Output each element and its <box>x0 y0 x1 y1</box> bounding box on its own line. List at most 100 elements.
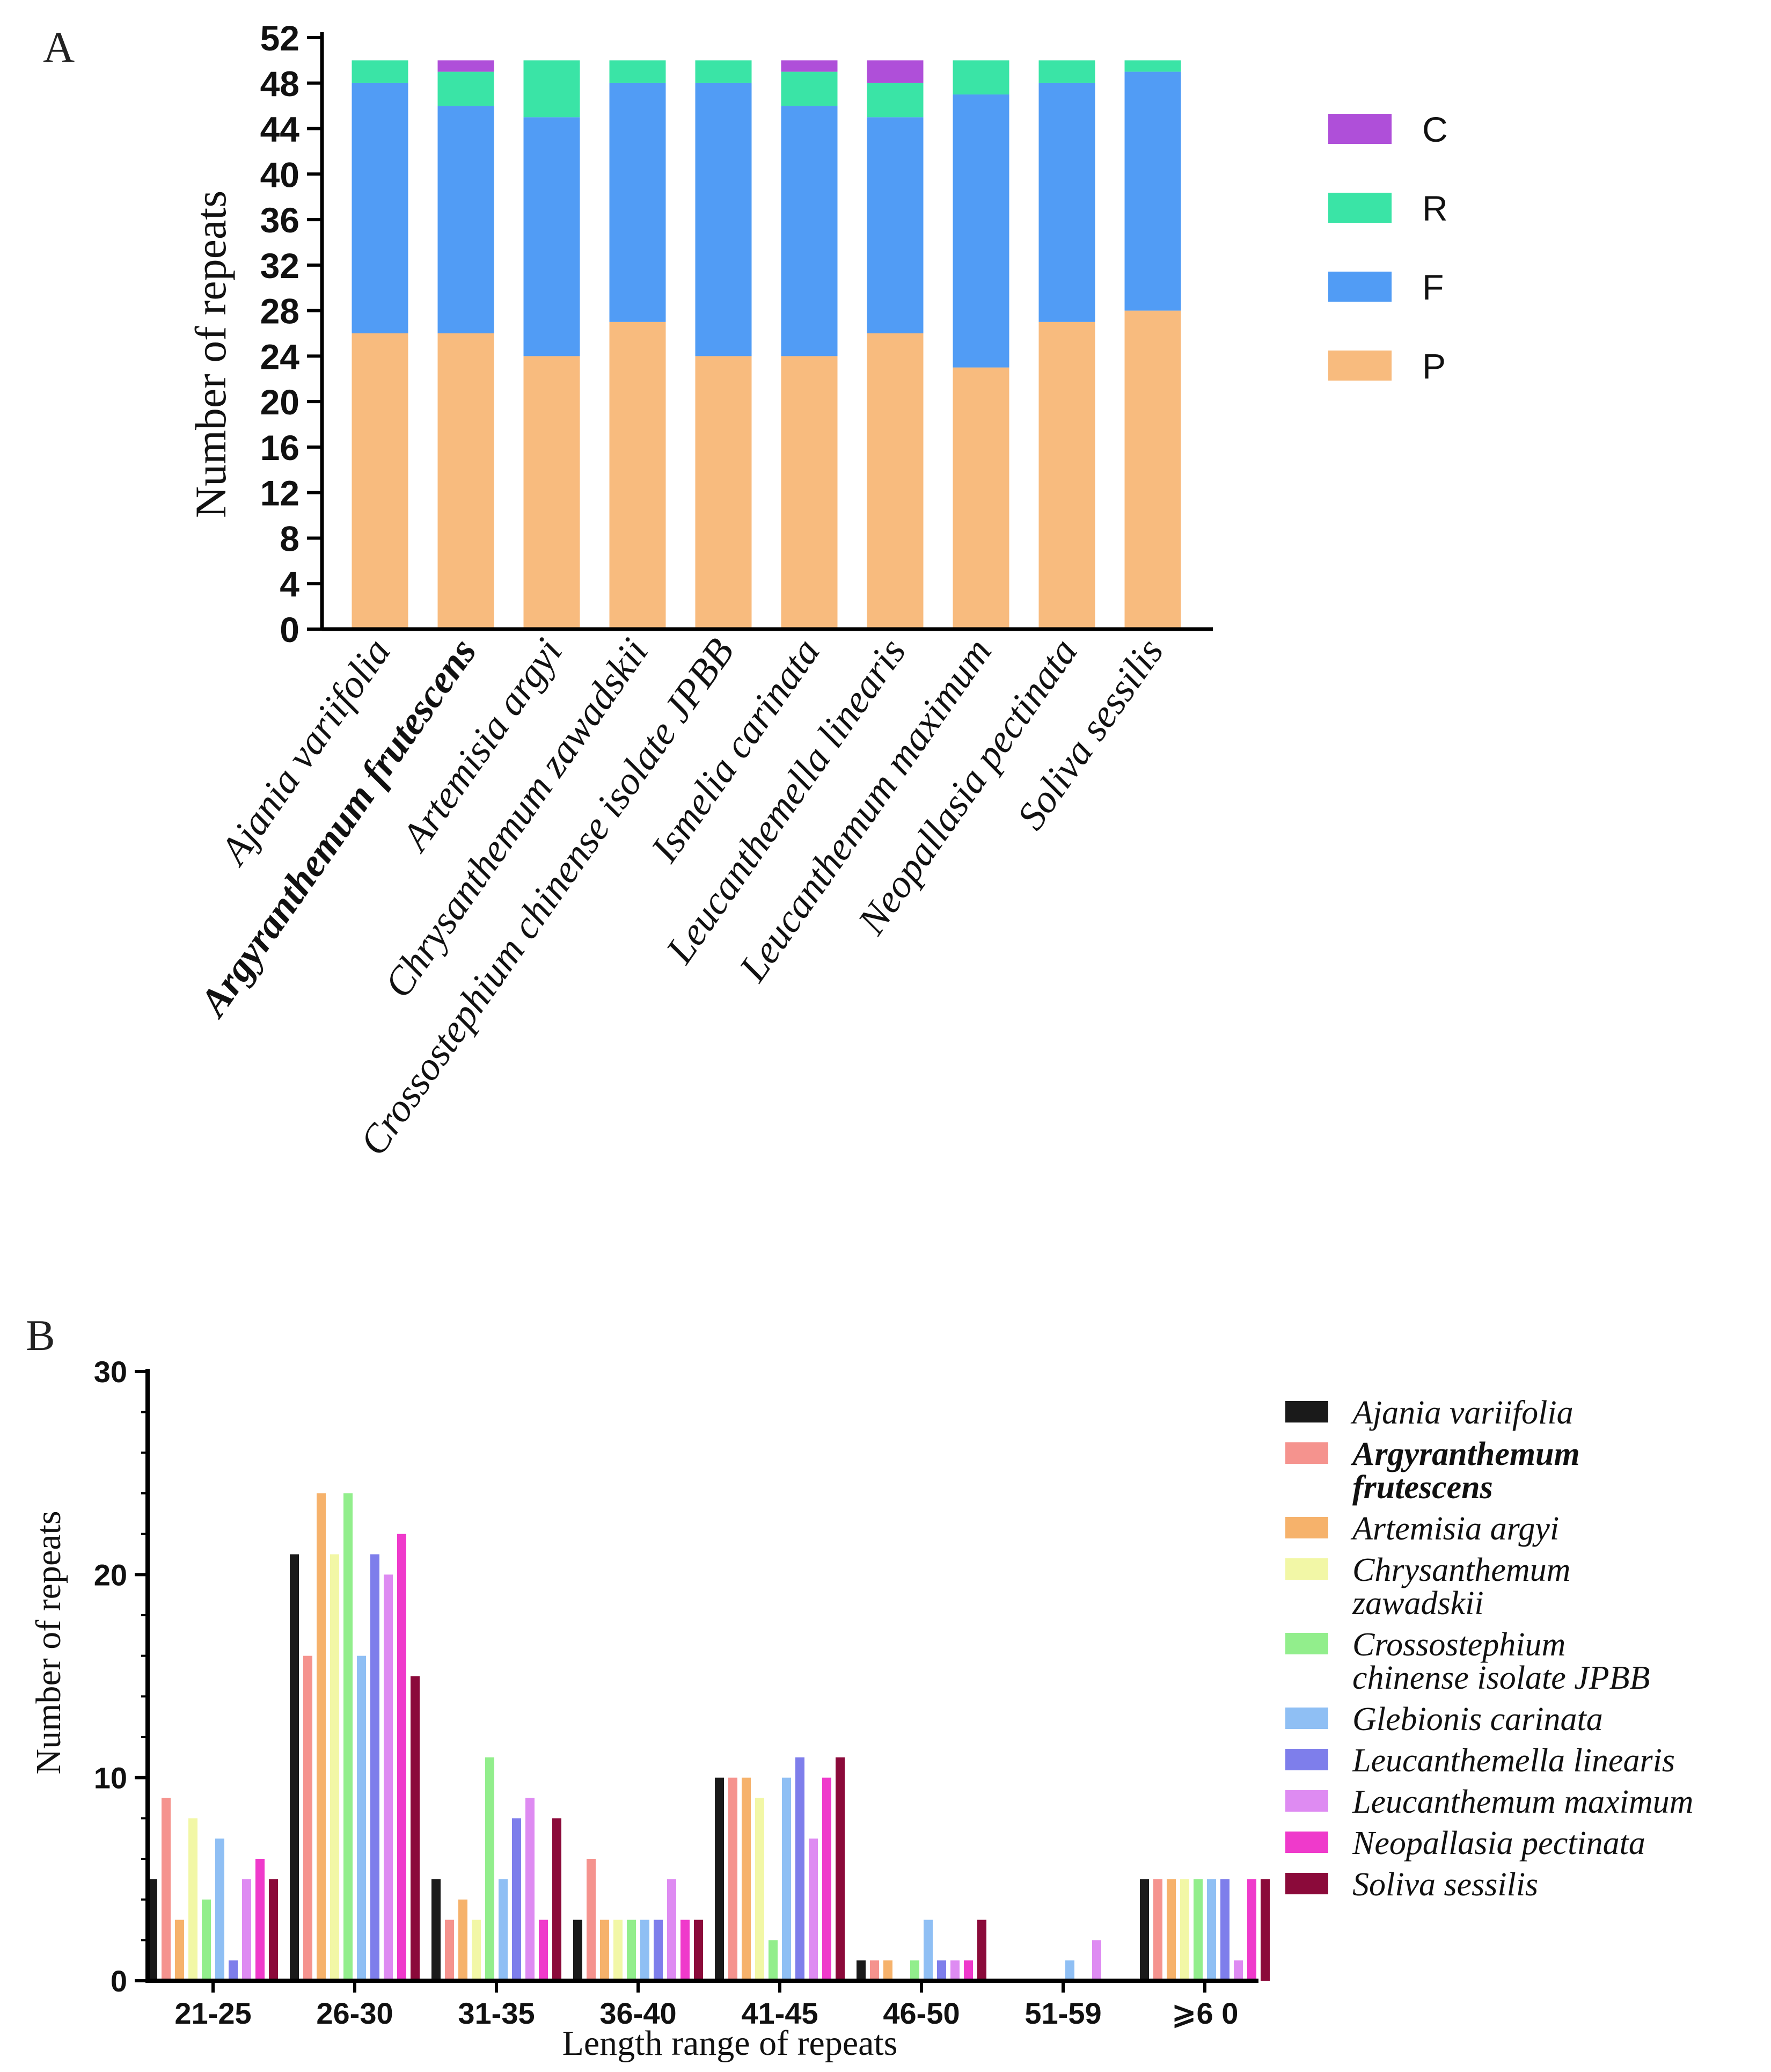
bar-b-series10-group5 <box>836 1757 845 1981</box>
legend-label-b-3: Artemisia argyi <box>1350 1511 1559 1547</box>
bar-p-6 <box>781 356 838 629</box>
y-tick-label-a: 44 <box>260 110 300 149</box>
bar-b-series10-group6 <box>977 1920 986 1981</box>
bar-b-series4-group1 <box>188 1818 197 1981</box>
bar-b-series4-group8 <box>1180 1879 1189 1981</box>
legend-label-r: R <box>1422 188 1448 228</box>
bar-c-6 <box>781 60 838 72</box>
bar-p-1 <box>352 333 408 629</box>
bar-r-3 <box>523 60 580 118</box>
bar-f-1 <box>352 83 408 333</box>
bar-b-series9-group5 <box>822 1777 831 1981</box>
y-tick-label-a: 48 <box>260 64 299 104</box>
bar-b-series1-group6 <box>857 1960 866 1981</box>
y-tick-label-a: 16 <box>260 428 299 468</box>
bar-c-2 <box>437 60 494 72</box>
bar-b-series4-group4 <box>613 1920 623 1981</box>
legend-label-b-7: Leucanthemella linearis <box>1352 1742 1675 1779</box>
bar-b-series2-group8 <box>1153 1879 1162 1981</box>
legend-label-b-5: Crossostephium <box>1352 1626 1565 1663</box>
legend-label-c: C <box>1422 110 1448 149</box>
bar-p-9 <box>1038 322 1095 629</box>
y-tick-label-b: 20 <box>94 1558 127 1592</box>
bar-r-1 <box>352 60 408 83</box>
bar-b-series6-group1 <box>215 1838 224 1981</box>
legend-swatch-b-6 <box>1285 1708 1328 1729</box>
bar-b-series7-group4 <box>654 1920 663 1981</box>
bar-b-series8-group6 <box>950 1960 960 1981</box>
x-tick-label-b: 51-59 <box>1024 1996 1101 2030</box>
legend-label-b-6: Glebionis carinata <box>1352 1701 1603 1738</box>
y-tick-label-b: 0 <box>111 1964 127 1998</box>
bar-b-series6-group4 <box>640 1920 649 1981</box>
bar-b-series5-group6 <box>910 1960 919 1981</box>
bar-f-9 <box>1038 83 1095 322</box>
bar-f-10 <box>1124 71 1181 311</box>
bar-b-series2-group3 <box>445 1920 454 1981</box>
bar-b-series2-group2 <box>303 1655 312 1981</box>
y-tick-label-a: 24 <box>260 337 300 376</box>
bar-p-2 <box>437 333 494 629</box>
y-tick-label-b: 10 <box>94 1761 127 1795</box>
legend-swatch-r <box>1328 193 1392 223</box>
panel-b-label: B <box>26 1311 55 1360</box>
legend-label-b-5: chinense isolate JPBB <box>1352 1660 1650 1696</box>
bar-b-series1-group1 <box>148 1879 157 1981</box>
bar-b-series5-group1 <box>202 1899 211 1981</box>
bar-b-series9-group6 <box>964 1960 973 1981</box>
panel-b-y-axis-label: Number of repeats <box>29 1511 68 1774</box>
x-tick-label-b: 21-25 <box>174 1996 251 2030</box>
legend-swatch-f <box>1328 272 1392 302</box>
bar-r-9 <box>1038 60 1095 83</box>
bar-b-series9-group1 <box>255 1859 265 1981</box>
y-tick-label-a: 0 <box>280 610 299 650</box>
bar-f-3 <box>523 117 580 356</box>
x-tick-label-b: 31-35 <box>458 1996 535 2030</box>
bar-b-series6-group6 <box>924 1920 933 1981</box>
bar-b-series5-group5 <box>769 1940 778 1981</box>
bar-b-series6-group5 <box>782 1777 791 1981</box>
panel-b-x-axis-label: Length range of repeats <box>562 2024 898 2063</box>
bar-p-10 <box>1124 310 1181 629</box>
bar-b-series5-group8 <box>1194 1879 1203 1981</box>
bar-r-4 <box>609 60 666 83</box>
y-tick-label-a: 12 <box>260 473 299 513</box>
legend-swatch-b-10 <box>1285 1873 1328 1894</box>
panel-a-y-axis-label: Number of repeats <box>186 191 235 518</box>
legend-label-b-9: Neopallasia pectinata <box>1352 1825 1645 1862</box>
bar-f-8 <box>953 94 1009 368</box>
x-tick-label-b: 41-45 <box>741 1996 818 2030</box>
panel-b-axes: 21-25 26-30 31-35 36-40 41-45 46-50 51-59 ⩾6 0 0… <box>94 1355 1258 2030</box>
bar-b-series3-group3 <box>458 1899 467 1981</box>
legend-swatch-b-7 <box>1285 1749 1328 1770</box>
bar-b-series1-group4 <box>573 1920 582 1981</box>
legend-label-f: F <box>1422 267 1444 307</box>
bar-b-series10-group1 <box>269 1879 278 1981</box>
bar-b-series1-group3 <box>431 1879 441 1981</box>
bar-b-series9-group3 <box>539 1920 548 1981</box>
bar-b-series7-group5 <box>795 1757 804 1981</box>
bar-b-series9-group2 <box>397 1534 406 1981</box>
bar-b-series8-group7 <box>1092 1940 1101 1981</box>
y-tick-label-a: 52 <box>260 18 299 58</box>
legend-swatch-b-5 <box>1285 1633 1328 1654</box>
bar-r-5 <box>695 60 752 83</box>
legend-label-b-4: zawadskii <box>1352 1585 1484 1622</box>
bar-r-2 <box>437 71 494 106</box>
bar-b-series6-group7 <box>1065 1960 1074 1981</box>
bar-r-7 <box>867 83 924 118</box>
bar-b-series8-group3 <box>525 1798 535 1981</box>
bar-p-7 <box>867 333 924 629</box>
bar-b-series9-group4 <box>680 1920 690 1981</box>
bar-p-5 <box>695 356 752 629</box>
y-tick-label-a: 36 <box>260 200 299 240</box>
bar-b-series2-group6 <box>870 1960 879 1981</box>
bar-b-series4-group3 <box>472 1920 481 1981</box>
bar-b-series7-group3 <box>512 1818 521 1981</box>
bar-b-series4-group5 <box>755 1798 764 1981</box>
bar-b-series3-group8 <box>1167 1879 1176 1981</box>
bar-f-7 <box>867 117 924 333</box>
bar-p-4 <box>609 322 666 629</box>
bar-b-series10-group3 <box>552 1818 561 1981</box>
